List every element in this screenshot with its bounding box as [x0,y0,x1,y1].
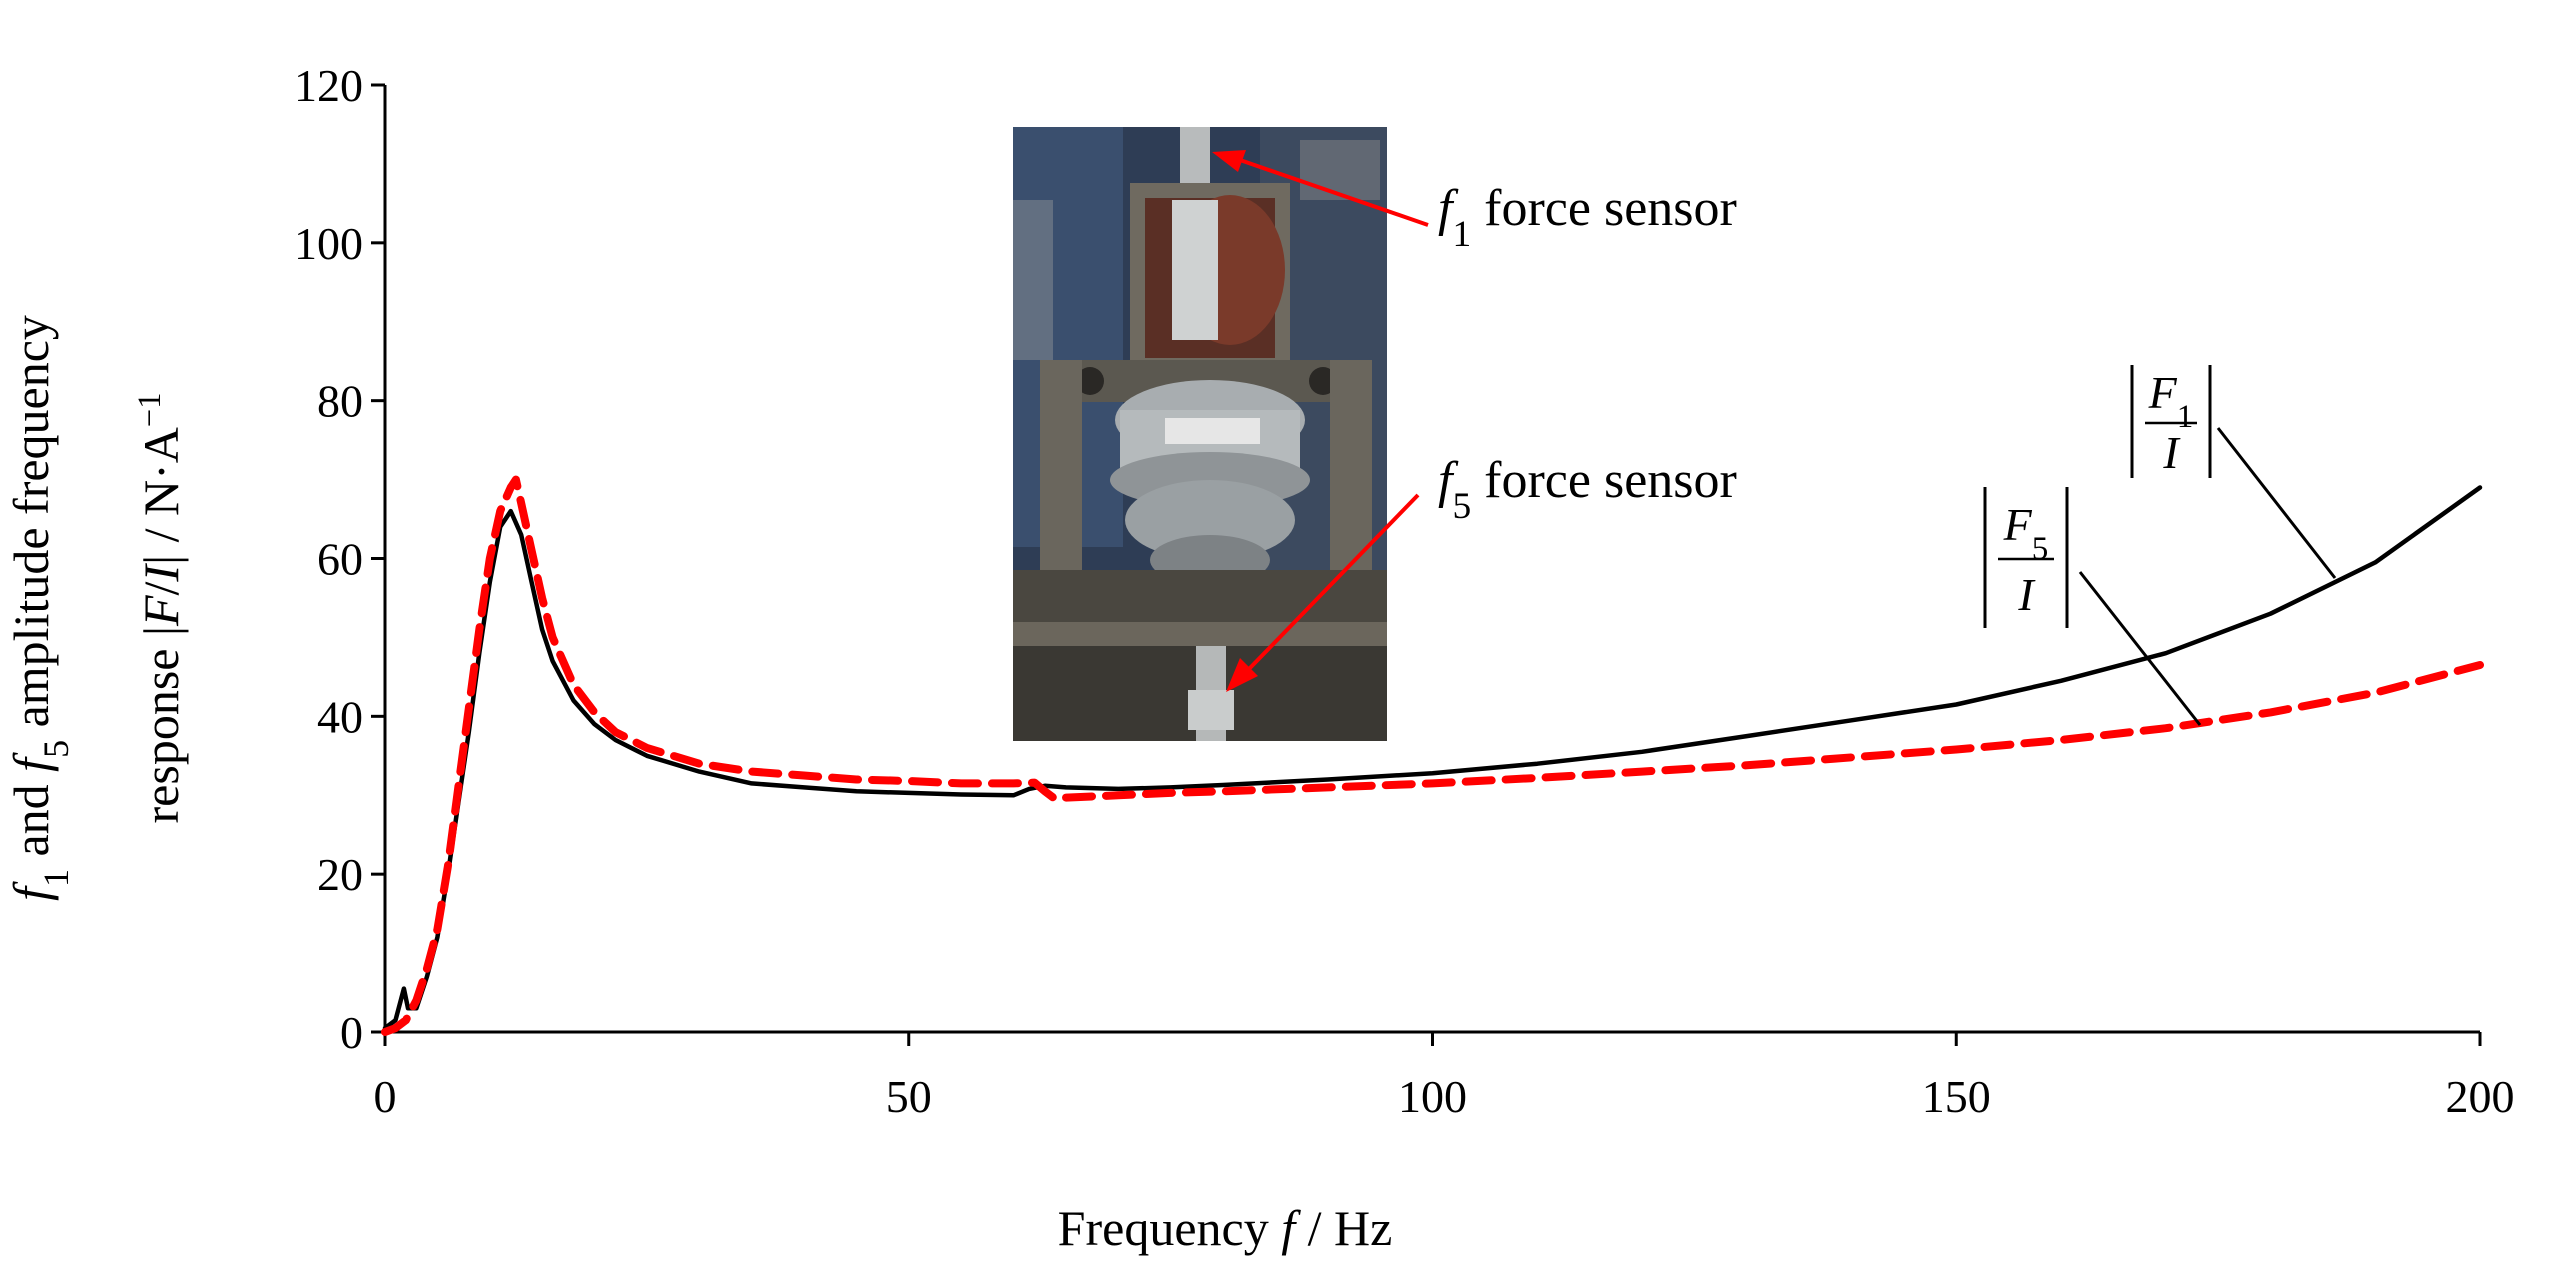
y-tick-label: 0 [340,1007,363,1058]
x-axis-title: Frequency f / Hz [1058,1200,1393,1256]
y-tick-label: 120 [294,60,363,111]
y-tick-label: 60 [317,534,363,585]
y-tick-label: 40 [317,691,363,742]
series-label-f1-numerator: F1 [2148,367,2194,435]
f1-sensor-callout: f1 force sensor [1212,150,1737,255]
axes: 0 20 40 60 80 100 120 0 50 100 150 200 [294,60,2515,1122]
test-rig-photo [1013,127,1387,741]
f1-sensor-label: f1 force sensor [1438,180,1737,255]
y-tick-label: 20 [317,849,363,900]
y-ticks: 0 20 40 60 80 100 120 [294,60,385,1058]
x-tick-label: 50 [886,1071,932,1122]
x-tick-label: 150 [1922,1071,1991,1122]
series-line-f1 [382,485,2483,1031]
f5-sensor-callout: f5 force sensor [1226,452,1737,692]
series-layer [381,475,2484,1036]
x-ticks: 0 50 100 150 200 [374,1032,2515,1122]
y-tick-label: 100 [294,218,363,269]
series-label-f1: F1 I [2130,365,2337,579]
y-axis-title-line-1: f1 and f5 amplitude frequency [3,315,76,901]
x-tick-label: 100 [1398,1071,1467,1122]
series-label-f5-denominator: I [2017,569,2036,620]
series-label-f5-numerator: F5 [2003,499,2049,567]
y-tick-label: 80 [317,376,363,427]
f5-sensor-label: f5 force sensor [1438,452,1737,527]
series-label-f1-denominator: I [2162,427,2181,478]
y-axis-title: f1 and f5 amplitude frequency response |… [3,315,189,901]
x-tick-label: 0 [374,1071,397,1122]
x-tick-label: 200 [2446,1071,2515,1122]
series-label-f5: F5 I [1983,487,2202,726]
series-line-f5 [381,475,2484,1036]
y-axis-title-line-2: response |F/I| / N·A−1 [132,393,189,824]
